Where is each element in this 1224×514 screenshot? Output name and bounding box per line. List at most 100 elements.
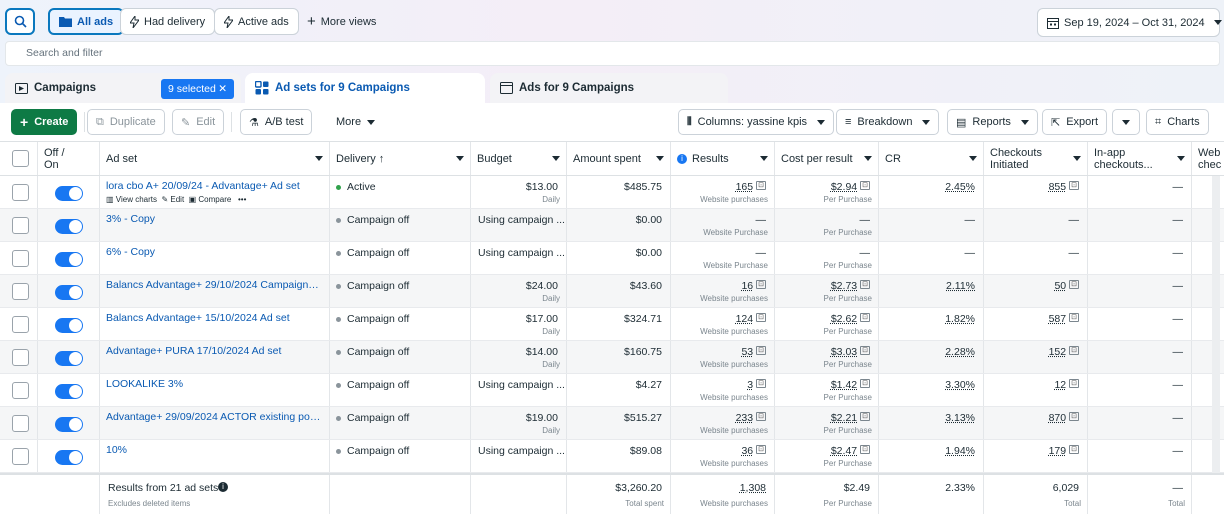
checkouts-value[interactable]: 587 ⊡: [1048, 313, 1079, 325]
row-toggle[interactable]: [55, 318, 83, 333]
export-button[interactable]: ⇱ Export: [1042, 109, 1108, 135]
header-results[interactable]: i Results: [671, 142, 775, 175]
cpr-value[interactable]: $1.42 ⊡: [830, 379, 870, 391]
duplicate-button[interactable]: ⧉ Duplicate: [87, 109, 165, 135]
cr-value[interactable]: 3.30%: [945, 379, 975, 391]
cr-value[interactable]: 2.28%: [945, 346, 975, 358]
cr-value[interactable]: —: [964, 214, 976, 226]
cr-value[interactable]: 1.82%: [945, 313, 975, 325]
more-views-button[interactable]: + More views: [298, 8, 385, 35]
adset-name-link[interactable]: lora cbo A+ 20/09/24 - Advantage+ Ad set: [106, 180, 300, 192]
row-toggle[interactable]: [55, 351, 83, 366]
row-toggle[interactable]: [55, 417, 83, 432]
checkouts-value[interactable]: 12 ⊡: [1054, 379, 1079, 391]
more-actions-icon[interactable]: •••: [237, 195, 247, 204]
row-checkbox[interactable]: [12, 283, 29, 300]
charts-button[interactable]: ⌗ Charts: [1146, 109, 1209, 135]
edit-button[interactable]: ✎ Edit: [172, 109, 225, 135]
cpr-value[interactable]: $2.62 ⊡: [830, 313, 870, 325]
header-checkouts[interactable]: Checkouts Initiated: [984, 142, 1088, 175]
checkouts-value[interactable]: —: [1068, 247, 1080, 259]
cpr-value[interactable]: —: [859, 214, 871, 226]
table-row[interactable]: LOOKALIKE 3% Campaign off Using campaign .…: [0, 374, 1224, 407]
footer-results[interactable]: 1,308: [739, 482, 766, 494]
adset-name-link[interactable]: 6% - Copy: [106, 246, 156, 258]
row-toggle[interactable]: [55, 384, 83, 399]
row-checkbox[interactable]: [12, 382, 29, 399]
row-toggle[interactable]: [55, 450, 83, 465]
row-checkbox[interactable]: [12, 415, 29, 432]
clear-selection-icon[interactable]: ✕: [218, 83, 227, 95]
cpr-value[interactable]: $2.47 ⊡: [830, 445, 870, 457]
tab-ads[interactable]: Ads for 9 Campaigns: [490, 73, 728, 103]
info-icon[interactable]: i: [677, 153, 687, 164]
checkouts-value[interactable]: 152 ⊡: [1048, 346, 1079, 358]
cr-value[interactable]: 2.11%: [946, 280, 975, 292]
row-checkbox[interactable]: [12, 448, 29, 465]
tab-adsets[interactable]: Ad sets for 9 Campaigns: [245, 73, 485, 103]
results-value[interactable]: 36 ⊡: [741, 445, 766, 457]
row-checkbox[interactable]: [12, 316, 29, 333]
table-row[interactable]: Advantage+ 29/09/2024 ACTOR existing pos…: [0, 407, 1224, 440]
results-value[interactable]: 124 ⊡: [735, 313, 766, 325]
date-range-picker[interactable]: Sep 19, 2024 – Oct 31, 2024: [1037, 8, 1222, 37]
checkouts-value[interactable]: 50 ⊡: [1054, 280, 1079, 292]
table-row[interactable]: 10% Campaign off Using campaign ... $89.08 3…: [0, 440, 1224, 473]
header-cost-per-result[interactable]: Cost per result: [775, 142, 879, 175]
table-row[interactable]: 6% - Copy Campaign off Using campaign ... $…: [0, 242, 1224, 275]
row-checkbox[interactable]: [12, 217, 29, 234]
cpr-value[interactable]: —: [859, 247, 871, 259]
row-checkbox[interactable]: [12, 250, 29, 267]
cr-value[interactable]: 2.45%: [945, 181, 975, 193]
create-button[interactable]: + Create: [11, 109, 78, 135]
adset-name-link[interactable]: LOOKALIKE 3%: [106, 378, 184, 390]
cr-value[interactable]: 1.94%: [945, 445, 975, 457]
info-icon[interactable]: i: [218, 482, 228, 492]
adset-name-link[interactable]: 10%: [106, 444, 128, 456]
select-all-checkbox[interactable]: [12, 150, 29, 167]
table-row[interactable]: 3% - Copy Campaign off Using campaign ... $…: [0, 209, 1224, 242]
header-amount-spent[interactable]: Amount spent: [567, 142, 671, 175]
table-row[interactable]: Balancs Advantage+ 29/10/2024 Campaign A…: [0, 275, 1224, 308]
row-toggle[interactable]: [55, 219, 83, 234]
results-value[interactable]: 233 ⊡: [735, 412, 766, 424]
columns-button[interactable]: ⫴ Columns: yassine kpis: [678, 109, 835, 135]
results-value[interactable]: —: [755, 247, 767, 259]
cr-value[interactable]: 3.13%: [945, 412, 975, 424]
row-checkbox[interactable]: [12, 184, 29, 201]
row-checkbox[interactable]: [12, 349, 29, 366]
active-ads-filter[interactable]: Active ads: [214, 8, 299, 35]
ab-test-button[interactable]: ⚗ A/B test: [240, 109, 313, 135]
table-row[interactable]: lora cbo A+ 20/09/24 - Advantage+ Ad set…: [0, 176, 1224, 209]
adset-name-link[interactable]: Balancs Advantage+ 29/10/2024 Campaign A…: [106, 279, 321, 291]
cpr-value[interactable]: $3.03 ⊡: [830, 346, 870, 358]
results-value[interactable]: 3 ⊡: [747, 379, 766, 391]
cpr-value[interactable]: $2.21 ⊡: [830, 412, 870, 424]
checkouts-value[interactable]: —: [1068, 214, 1080, 226]
row-toggle[interactable]: [55, 285, 83, 300]
selected-count-badge[interactable]: 9 selected ✕: [161, 79, 234, 99]
vertical-scrollbar[interactable]: [1212, 176, 1220, 473]
cpr-value[interactable]: $2.94 ⊡: [830, 181, 870, 193]
header-cr[interactable]: CR: [879, 142, 984, 175]
breakdown-button[interactable]: ≡ Breakdown: [836, 109, 940, 135]
row-toggle[interactable]: [55, 252, 83, 267]
compare-link[interactable]: ▣ Compare: [188, 195, 232, 204]
export-options-button[interactable]: [1112, 109, 1140, 135]
adset-name-link[interactable]: Advantage+ 29/09/2024 ACTOR existing pos…: [106, 411, 321, 423]
checkouts-value[interactable]: 870 ⊡: [1048, 412, 1079, 424]
row-toggle[interactable]: [55, 186, 83, 201]
had-delivery-filter[interactable]: Had delivery: [120, 8, 216, 35]
adset-name-link[interactable]: Balancs Advantage+ 15/10/2024 Ad set: [106, 312, 290, 324]
results-value[interactable]: 165 ⊡: [735, 181, 766, 193]
header-delivery[interactable]: Delivery ↑: [330, 142, 471, 175]
more-button[interactable]: More: [328, 109, 384, 135]
results-value[interactable]: 16 ⊡: [741, 280, 766, 292]
results-value[interactable]: —: [755, 214, 767, 226]
search-filter-input[interactable]: Search and filter: [5, 41, 1220, 66]
search-button[interactable]: [5, 8, 35, 35]
header-budget[interactable]: Budget: [471, 142, 567, 175]
header-off-on[interactable]: Off / On: [38, 142, 100, 175]
view-charts-link[interactable]: ▥ View charts: [106, 195, 157, 204]
row-edit-link[interactable]: ✎ Edit: [161, 195, 185, 204]
